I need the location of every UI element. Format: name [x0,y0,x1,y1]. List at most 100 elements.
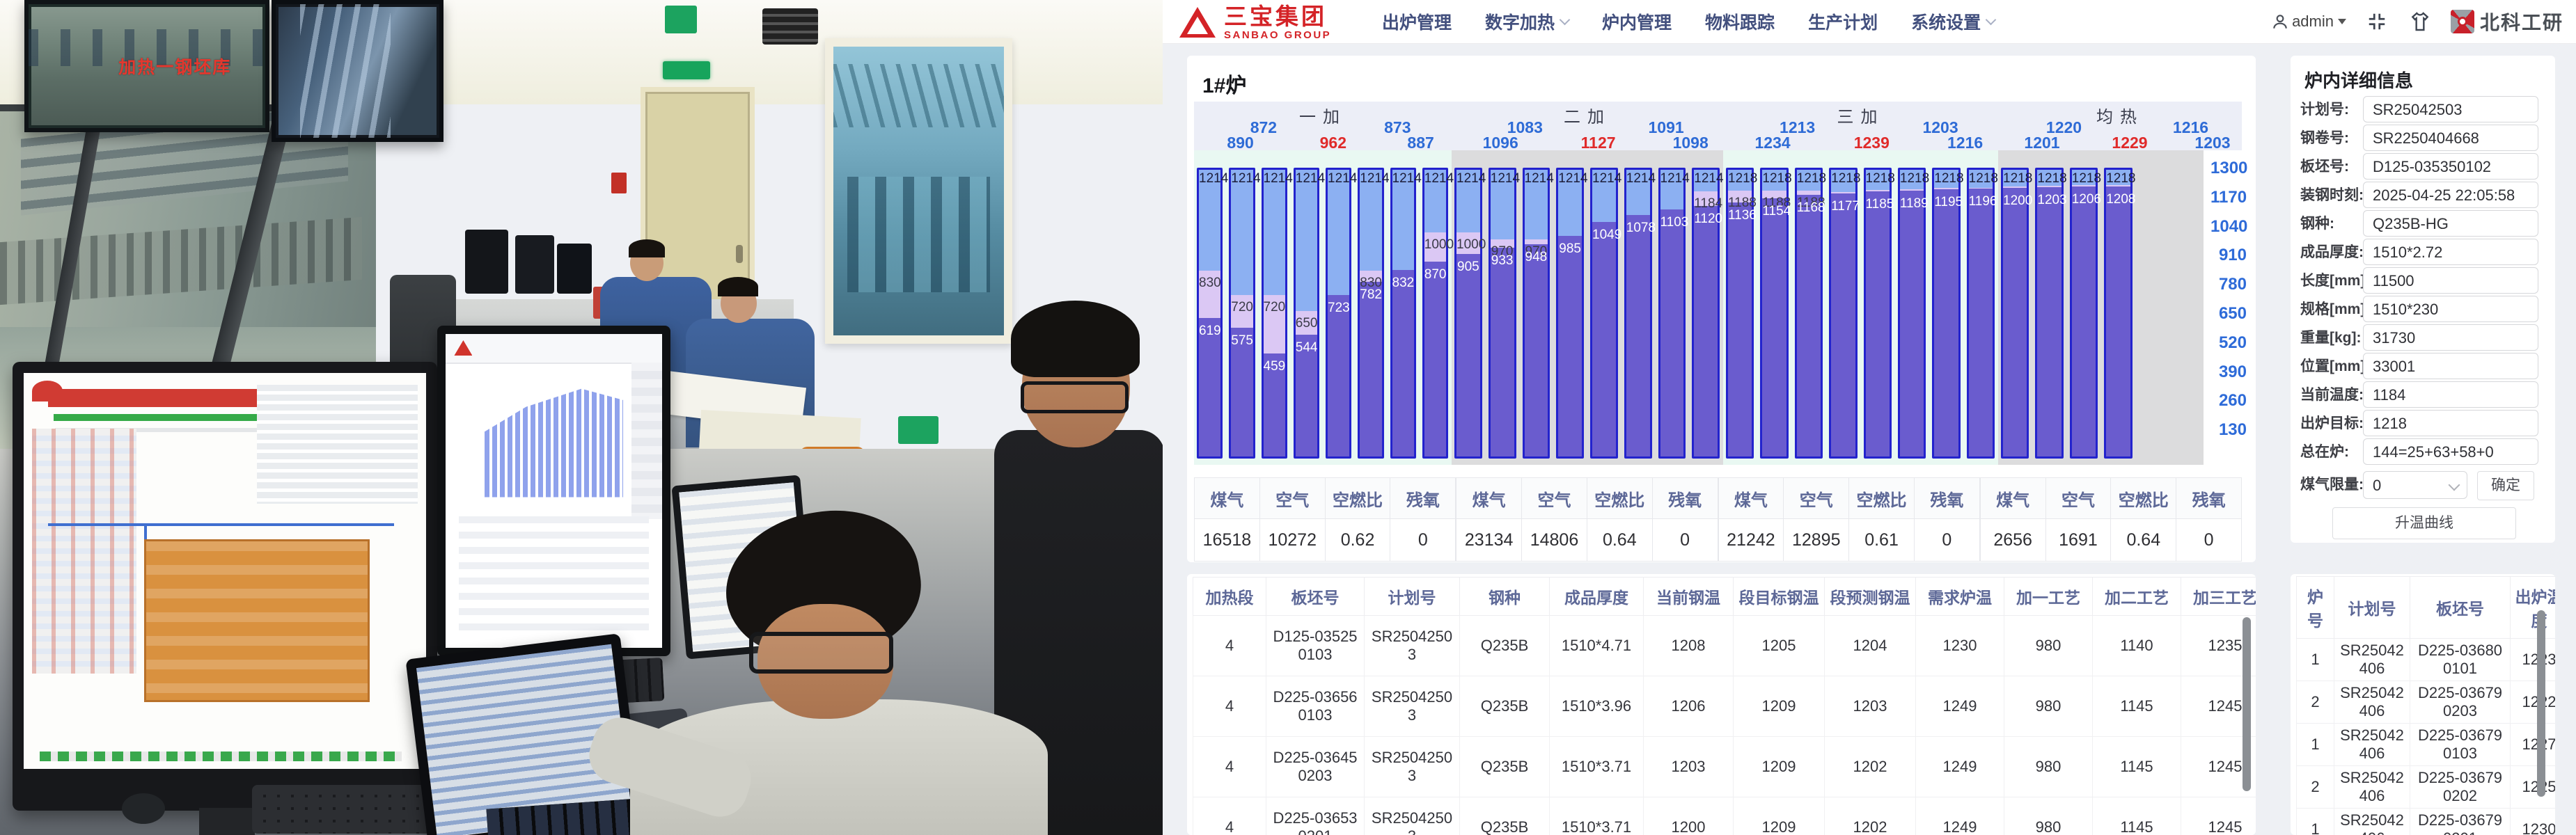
slab-bar[interactable]: 1214 832 [1390,168,1422,459]
slab-bar[interactable]: 1214 830 619 [1197,168,1228,459]
nav-item-2[interactable]: 数字加热 [1485,9,1571,34]
field-value-input[interactable]: SR25042503 [2363,96,2538,122]
bar-target-label: 1214 [1626,171,1656,186]
zone-band-一加: 一加 872 873 890 962 887 [1194,102,1452,152]
field-value-input[interactable]: 144=25+63+58+0 [2363,438,2538,465]
slab-bar[interactable]: 1214 1103 [1658,168,1690,459]
bar-target-label: 1218 [1796,171,1827,186]
slab-bar[interactable]: 1218 1195 [1932,168,1964,459]
zone-temp: 1091 [1648,118,1684,136]
field-value-input[interactable]: 1218 [2363,410,2538,436]
slab-bar[interactable]: 1214 1078 [1624,168,1656,459]
user-menu[interactable]: admin [2271,13,2346,31]
column-header: 钢种 [1459,577,1550,616]
field-value-input[interactable]: 1510*230 [2363,296,2538,322]
field-value-input[interactable]: 31730 [2363,324,2538,351]
slab-bar[interactable]: 1214 720 459 [1261,168,1293,459]
detail-field: 装钢时刻: 2025-04-25 22:05:58 [2291,182,2555,209]
nav-item-3[interactable]: 炉内管理 [1602,13,1672,33]
cell: 2 [2296,681,2334,724]
column-header: 炉号 [2296,576,2334,639]
nav-item-1[interactable]: 出炉管理 [1382,13,1452,33]
column-header: 加热段 [1193,577,1266,616]
bar-surface-label: 1000 [1456,237,1486,252]
field-value-input[interactable]: Q235B-HG [2363,210,2538,237]
bar-target-label: 1218 [1968,171,1998,186]
sanbao-logo-icon [1179,7,1216,38]
bar-target-label: 1214 [1524,171,1554,186]
slab-bar[interactable]: 1218 1177 [1829,168,1860,459]
slab-bar[interactable]: 1218 1185 [1863,168,1895,459]
slab-bar[interactable]: 1214 650 544 [1293,168,1325,459]
theme-skin-button[interactable] [2408,9,2433,34]
bar-target-label: 1214 [1263,171,1293,186]
slab-bar[interactable]: 1218 1200 [2001,168,2033,459]
slab-table-scrollbar[interactable] [2243,617,2251,791]
bar-core-label: 619 [1199,324,1221,338]
field-value-input[interactable]: 1510*2.72 [2363,239,2538,265]
slab-bar[interactable]: 1214 1000 905 [1454,168,1486,459]
slab-bar[interactable]: 1214 985 [1556,168,1588,459]
slab-bar[interactable]: 1214 1184 1120 [1692,168,1724,459]
slab-bar[interactable]: 1218 1196 [1966,168,1998,459]
heating-curve-button[interactable]: 升温曲线 [2332,507,2516,539]
slab-bar[interactable]: 1214 723 [1326,168,1357,459]
slab-bar[interactable]: 1218 1208 [2104,168,2135,459]
slab-bar[interactable]: 1214 1049 [1590,168,1621,459]
slab-bar[interactable]: 1214 830 782 [1358,168,1390,459]
slab-bar[interactable]: 1218 1188 1136 [1726,168,1757,459]
slab-bar[interactable]: 1214 970 933 [1488,168,1520,459]
gas-limit-select[interactable]: 0 [2363,471,2467,499]
slab-bar[interactable]: 1218 1188 1154 [1760,168,1792,459]
photo-scada-status-grid [257,385,418,504]
nav-item-4[interactable]: 物料跟踪 [1705,13,1775,33]
field-value-input[interactable]: 33001 [2363,353,2538,379]
nav-item-6[interactable]: 系统设置 [1911,9,1997,34]
slab-bar[interactable]: 1218 1203 [2035,168,2067,459]
bar-core-label: 1177 [1831,199,1860,214]
cell: 1202 [1824,797,1916,835]
slab-bar[interactable]: 1218 1189 [1897,168,1929,459]
zone-temp-alarm: 1127 [1580,134,1616,152]
photo-webapp-header [446,334,662,364]
cell: SR25042406 [2334,808,2410,835]
cell: 1510*3.71 [1549,797,1644,835]
zone-temp-alarm: 962 [1319,134,1346,152]
discharge-table-scrollbar[interactable] [2537,610,2545,797]
photo-standing-man-glasses [1021,381,1129,413]
slab-bar[interactable]: 1214 720 575 [1229,168,1261,459]
table-row[interactable]: 4D225-036530201SR25042503Q235B1510*3.711… [1193,797,2256,835]
field-value-input[interactable]: 2025-04-25 22:05:58 [2363,182,2538,208]
cell: 1223 [2510,638,2555,681]
table-row[interactable]: 4 D125-035250103 SR25042503 Q235B 1510*4.71 1… [1193,615,2256,676]
slab-bar[interactable]: 1218 1188 1168 [1794,168,1827,459]
cell: 1249 [1915,676,2004,737]
nav-item-5[interactable]: 生产计划 [1808,13,1878,33]
zone-temp: 1083 [1507,118,1543,136]
bar-surface-label: 830 [1199,276,1221,290]
bar-core-label: 1078 [1626,221,1656,235]
field-label: 出炉目标: [2300,415,2364,431]
bar-core-label: 1200 [2003,193,2033,208]
field-value-input[interactable]: SR2250404668 [2363,125,2538,151]
field-value-input[interactable]: D125-035350102 [2363,153,2538,180]
field-value-input[interactable]: 1184 [2363,381,2538,408]
confirm-button[interactable]: 确定 [2477,471,2534,500]
slab-bar[interactable]: 1214 1000 870 [1422,168,1454,459]
table-row[interactable]: 4 D225-036560103 SR25042503 Q235B 1510*3.96 1… [1193,676,2256,737]
core-temp-fill [1831,193,1855,456]
cell: D225-036790203 [2410,681,2511,724]
gas-value-cell: 14806 [1521,518,1587,562]
slab-bar[interactable]: 1214 970 948 [1522,168,1554,459]
field-value-input[interactable]: 11500 [2363,267,2538,294]
slab-bar[interactable]: 1218 1206 [2069,168,2101,459]
bar-surface-label: 1188 [1762,196,1791,210]
fullscreen-toggle-button[interactable] [2364,9,2389,34]
zone-band-二加: 二加 1083 1091 1096 1127 1098 [1452,102,1723,152]
table-row[interactable]: 4 D225-036450203 SR25042503 Q235B 1510*3.71 1… [1193,736,2256,797]
